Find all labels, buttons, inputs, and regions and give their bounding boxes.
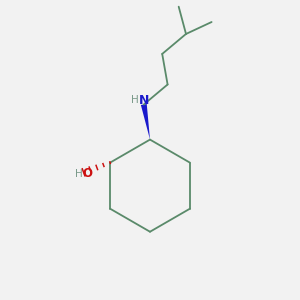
Text: N: N bbox=[139, 94, 149, 107]
Text: H: H bbox=[131, 95, 139, 105]
Text: O: O bbox=[83, 167, 93, 180]
Text: H: H bbox=[75, 169, 83, 179]
Polygon shape bbox=[141, 104, 150, 140]
